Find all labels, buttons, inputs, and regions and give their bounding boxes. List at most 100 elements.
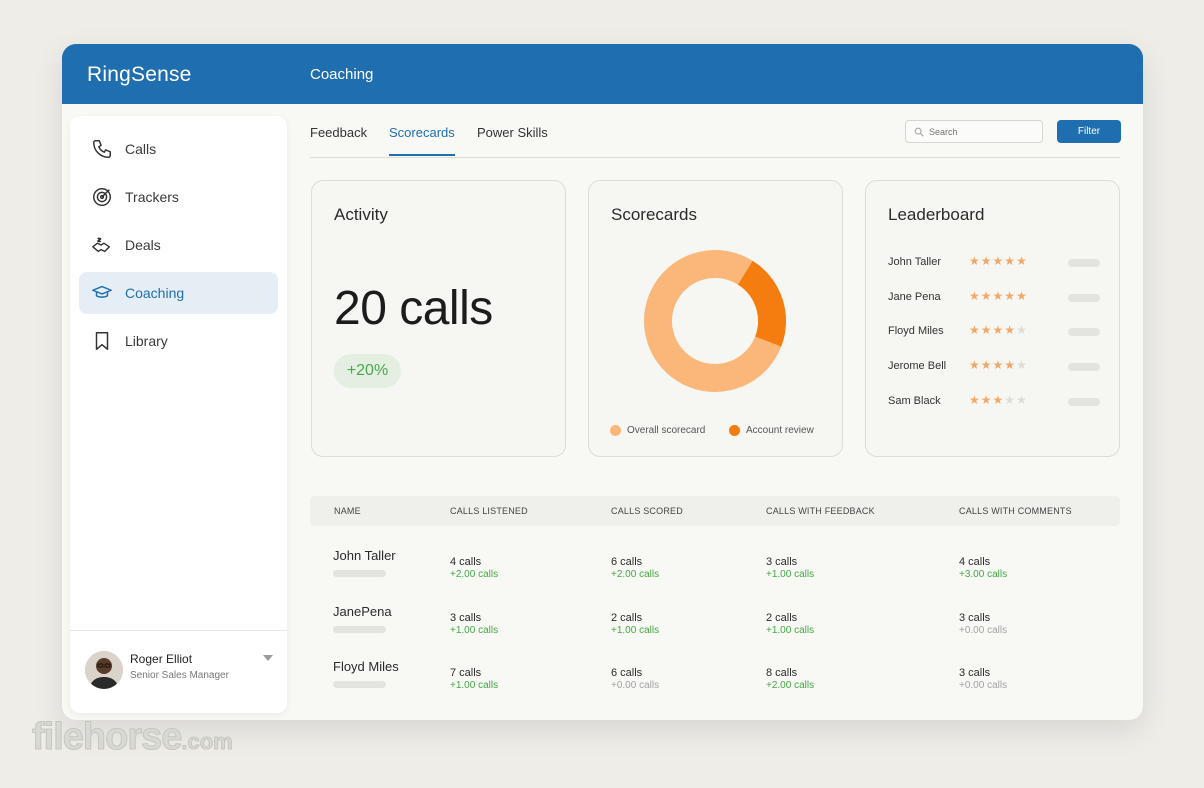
cell-value: 4 calls <box>450 556 482 568</box>
cell-delta: +0.00 calls <box>611 680 660 691</box>
star-icon: ★ <box>980 323 993 338</box>
cell-value: 8 calls <box>766 667 798 679</box>
star-icon: ★ <box>992 392 1005 407</box>
cell-delta: +1.00 calls <box>766 624 815 636</box>
cell-value: 2 calls <box>611 611 643 624</box>
card-title: Activity <box>334 205 388 224</box>
star-rating: ★★★★★ <box>969 393 1028 407</box>
cell-delta: +3.00 calls <box>959 569 1008 580</box>
leaderboard-name: John Taller <box>888 256 941 268</box>
table-header: NAME CALLS LISTENED CALLS SCORED CALLS W… <box>310 496 1120 526</box>
table-cell: 6 calls +0.00 calls <box>611 667 659 691</box>
watermark: filehorse.com <box>31 716 233 759</box>
table-cell: 3 calls +1.00 calls <box>450 612 498 636</box>
app-window: RingSense Coaching Calls Trackers Deals <box>62 44 1143 720</box>
star-rating: ★★★★★ <box>969 323 1028 337</box>
star-icon: ★ <box>1016 288 1028 303</box>
target-icon <box>91 186 113 208</box>
sidebar-item-deals[interactable]: Deals <box>79 224 278 266</box>
cell-value: 3 calls <box>766 556 798 568</box>
chevron-down-icon[interactable] <box>263 655 273 661</box>
user-role: Senior Sales Manager <box>130 670 229 681</box>
table-cell: 7 calls +1.00 calls <box>450 667 498 691</box>
tab-bar: Feedback Scorecards Power Skills <box>310 114 1120 158</box>
star-rating: ★★★★★ <box>969 254 1028 268</box>
star-icon: ★ <box>980 358 993 373</box>
page-title: Coaching <box>310 66 374 83</box>
placeholder-bar <box>1068 259 1100 267</box>
star-icon: ★ <box>980 254 993 268</box>
sidebar-item-trackers[interactable]: Trackers <box>79 176 278 218</box>
table-cell: 4 calls +3.00 calls <box>959 556 1007 580</box>
star-rating: ★★★★★ <box>969 289 1028 303</box>
divider <box>70 630 287 631</box>
cell-delta: +1.00 calls <box>766 569 815 580</box>
filter-button[interactable]: Filter <box>1057 120 1121 143</box>
cell-value: 3 calls <box>959 611 991 624</box>
bookmark-icon <box>91 330 113 352</box>
cell-delta: +0.00 calls <box>959 624 1008 636</box>
star-icon: ★ <box>1004 288 1017 303</box>
card-title: Scorecards <box>611 205 697 224</box>
placeholder-bar <box>333 681 386 688</box>
tab-power-skills[interactable]: Power Skills <box>477 125 548 140</box>
cell-delta: +2.00 calls <box>450 569 499 580</box>
star-icon: ★ <box>1004 254 1017 268</box>
sidebar-item-coaching[interactable]: Coaching <box>79 272 278 314</box>
scorecard-donut <box>644 250 786 392</box>
sidebar-item-label: Calls <box>125 141 157 157</box>
table-cell: 3 calls +0.00 calls <box>959 612 1007 636</box>
tab-scorecards[interactable]: Scorecards <box>389 125 455 156</box>
change-badge: +20% <box>334 354 401 388</box>
activity-value: 20 calls <box>334 282 493 335</box>
search-box[interactable] <box>905 120 1043 143</box>
placeholder-bar <box>1068 363 1100 372</box>
column-header: NAME <box>334 506 361 516</box>
star-icon: ★ <box>992 358 1005 373</box>
cell-value: 3 calls <box>959 667 991 679</box>
column-header: CALLS LISTENED <box>450 506 528 516</box>
legend-item: Overall scorecard <box>610 425 705 436</box>
star-icon: ★ <box>980 288 993 303</box>
star-icon: ★ <box>1016 323 1028 338</box>
table-row[interactable]: Floyd Miles 7 calls +1.00 calls 6 calls +0.0… <box>310 654 1120 709</box>
cell-value: 3 calls <box>450 611 482 624</box>
star-icon: ★ <box>969 323 981 338</box>
cell-value: 7 calls <box>450 667 482 679</box>
avatar <box>85 651 123 689</box>
cell-delta: +1.00 calls <box>611 624 660 636</box>
search-icon <box>914 127 924 137</box>
sidebar: Calls Trackers Deals Coaching Library <box>70 116 287 713</box>
cell-delta: +1.00 calls <box>450 624 499 636</box>
sidebar-item-label: Coaching <box>125 285 185 301</box>
placeholder-bar <box>333 625 386 633</box>
star-icon: ★ <box>969 288 981 303</box>
star-icon: ★ <box>969 392 981 407</box>
cell-value: 6 calls <box>611 556 643 568</box>
leaderboard-row: Jane Pena ★★★★★ <box>888 287 1100 307</box>
star-icon: ★ <box>969 254 981 268</box>
legend-dot <box>729 425 740 436</box>
tab-feedback[interactable]: Feedback <box>310 125 368 140</box>
table-row[interactable]: JanePena 3 calls +1.00 calls 2 calls +1.00 c… <box>310 599 1120 654</box>
legend-dot <box>610 425 621 436</box>
legend-item: Account review <box>729 425 814 436</box>
table-cell: 8 calls +2.00 calls <box>766 667 814 691</box>
brand-logo: RingSense <box>87 63 192 86</box>
leaderboard-name: Floyd Miles <box>888 325 944 338</box>
top-bar: RingSense Coaching <box>62 44 1143 104</box>
search-input[interactable] <box>929 126 1029 137</box>
star-icon: ★ <box>1016 358 1028 373</box>
graduation-cap-icon <box>91 282 113 304</box>
star-icon: ★ <box>1004 323 1017 338</box>
sidebar-item-library[interactable]: Library <box>79 320 278 362</box>
cell-value: 2 calls <box>766 611 798 624</box>
card-title: Leaderboard <box>888 205 985 224</box>
leaderboard-name: Jerome Bell <box>888 360 947 373</box>
star-icon: ★ <box>1004 358 1017 373</box>
user-name: Roger Elliot <box>130 652 193 666</box>
table-cell: 2 calls +1.00 calls <box>611 612 659 636</box>
sidebar-item-calls[interactable]: Calls <box>79 128 278 170</box>
table-row[interactable]: John Taller 4 calls +2.00 calls 6 calls +2.0… <box>310 543 1120 598</box>
user-profile[interactable]: Roger Elliot Senior Sales Manager <box>85 651 280 691</box>
